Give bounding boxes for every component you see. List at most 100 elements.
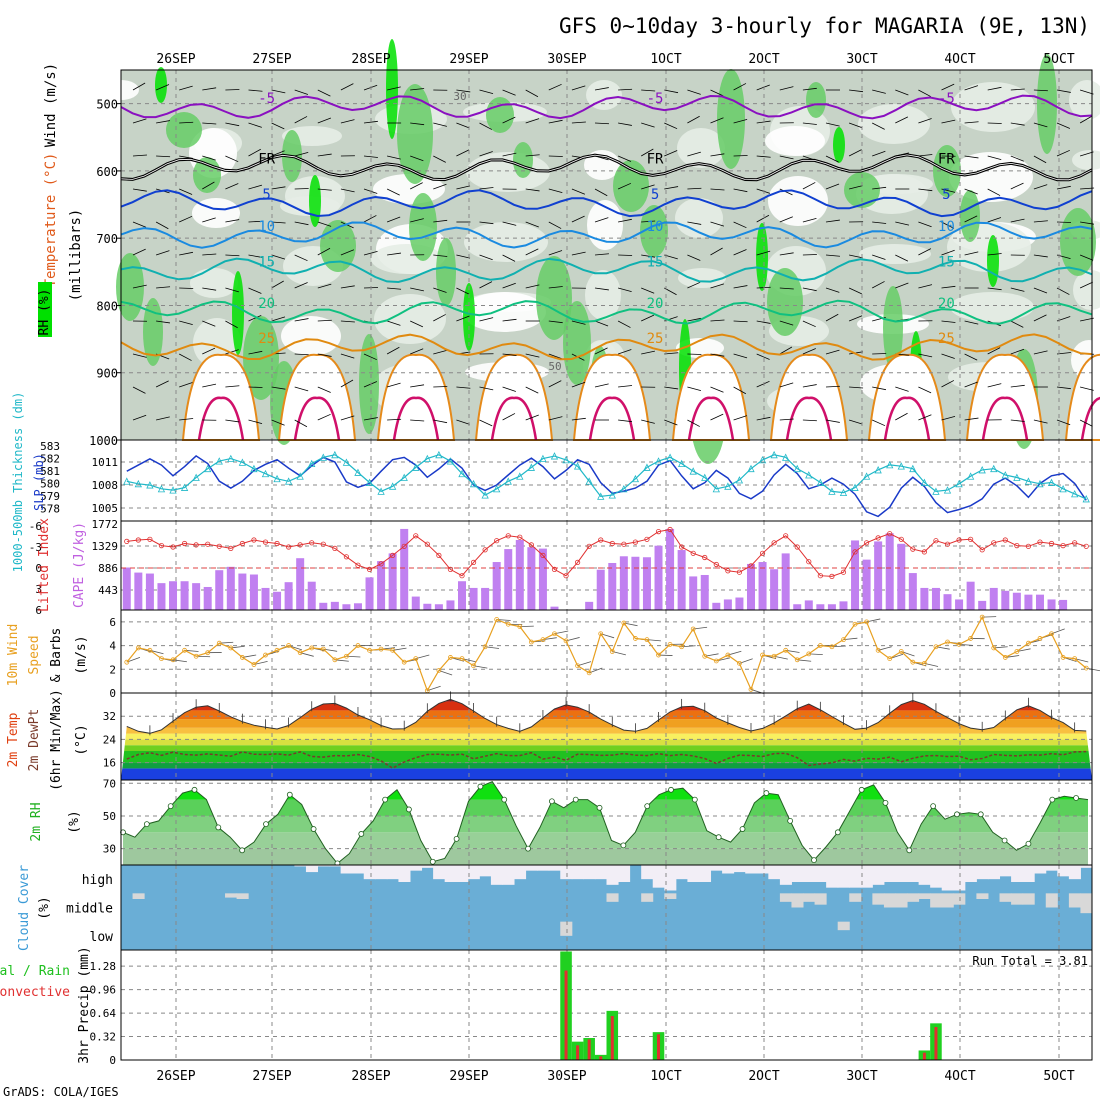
isotherm-label: 20 bbox=[647, 296, 664, 312]
cloud-cell-middle bbox=[606, 893, 619, 902]
wind-barb bbox=[225, 287, 239, 293]
wind-barb bbox=[248, 148, 261, 157]
bottom-day-label: 3OCT bbox=[846, 1069, 877, 1084]
precip-legend-convective: Convective bbox=[0, 985, 70, 1000]
wind-barb bbox=[710, 188, 725, 191]
temp-band bbox=[121, 745, 1092, 751]
cloud-cell-middle bbox=[953, 893, 966, 905]
cloud-cell-middle bbox=[641, 893, 654, 902]
wind-speed-point bbox=[771, 653, 777, 659]
wind-barb bbox=[548, 380, 562, 388]
cloud-cell-high bbox=[433, 865, 446, 880]
wind-barb bbox=[202, 287, 217, 291]
wind-barb bbox=[548, 320, 563, 324]
wind-barb bbox=[271, 89, 286, 94]
wind-barb bbox=[964, 381, 978, 388]
temp-band bbox=[121, 699, 1092, 702]
thickness-point bbox=[250, 464, 258, 473]
cloud-cell-high bbox=[860, 865, 873, 888]
thickness-tick-label: 580 bbox=[40, 478, 60, 491]
wind-barb bbox=[825, 349, 840, 355]
wind-barb bbox=[941, 249, 955, 256]
wind-barb bbox=[179, 215, 193, 223]
li-point bbox=[933, 538, 939, 544]
wind-barb bbox=[502, 116, 516, 124]
wind-barb bbox=[1056, 149, 1070, 157]
wind-barb bbox=[895, 254, 909, 262]
hot-contour bbox=[981, 396, 1029, 441]
wind-barb bbox=[456, 185, 471, 190]
rh-point bbox=[668, 786, 674, 793]
thickness-point bbox=[550, 452, 559, 460]
wind-barb bbox=[825, 287, 840, 293]
cape-bar bbox=[377, 561, 386, 610]
cape-bar bbox=[700, 574, 709, 610]
cape-bar bbox=[1024, 594, 1033, 610]
li-point bbox=[1014, 542, 1020, 549]
wind-barb bbox=[1079, 419, 1093, 427]
li-point bbox=[713, 561, 719, 568]
wind-barb bbox=[641, 148, 654, 157]
thickness-point bbox=[192, 473, 200, 481]
wind-barb bbox=[571, 251, 586, 256]
wind-speed-point bbox=[817, 643, 823, 648]
wind-barb bbox=[363, 353, 377, 361]
wind-barb bbox=[179, 382, 193, 388]
pressure-tick-label: 900 bbox=[96, 367, 118, 381]
wind-barb bbox=[687, 187, 702, 190]
rh-point bbox=[954, 811, 960, 818]
rh-low-contour bbox=[1073, 270, 1100, 310]
legend-rh: RH (%) bbox=[37, 289, 52, 336]
wind-barb bbox=[1010, 348, 1025, 355]
wind-barb bbox=[964, 251, 979, 256]
wind-barb bbox=[825, 122, 840, 127]
wind-speed-point bbox=[505, 621, 511, 627]
thickness-point bbox=[284, 477, 293, 485]
cloud-cell-high bbox=[305, 865, 319, 873]
wind-barb bbox=[410, 287, 424, 292]
wind-speed-point bbox=[632, 636, 638, 641]
wind-barb bbox=[386, 216, 401, 223]
wind-barb bbox=[918, 284, 933, 289]
panel-frame bbox=[120, 949, 1093, 1061]
cape-bar bbox=[134, 572, 143, 610]
li-point bbox=[309, 540, 315, 546]
li-point bbox=[887, 531, 893, 537]
wind-barb bbox=[410, 384, 425, 388]
wind-barb bbox=[594, 87, 609, 91]
precip-convective-bar bbox=[587, 1039, 591, 1060]
wind-barb bbox=[756, 120, 771, 124]
rh-point bbox=[477, 783, 484, 790]
wind-barb bbox=[225, 419, 240, 423]
wind-speed-point bbox=[378, 646, 384, 652]
wind-barb bbox=[664, 150, 678, 157]
wind-barb bbox=[202, 320, 216, 327]
isotherm-label: 20 bbox=[258, 296, 275, 312]
wind-barb bbox=[1033, 184, 1048, 190]
wind-speed-point bbox=[390, 647, 396, 653]
rh-point bbox=[215, 824, 222, 831]
rh-point bbox=[811, 857, 817, 863]
li-point bbox=[436, 552, 442, 559]
wind-barb bbox=[525, 353, 540, 358]
wind-barb bbox=[225, 385, 240, 388]
wind-barb bbox=[1033, 122, 1048, 128]
thickness-point bbox=[758, 455, 767, 464]
cape-bar bbox=[353, 603, 362, 610]
wind-speed-point bbox=[448, 655, 453, 660]
wind-barb bbox=[664, 186, 679, 190]
wind-barb bbox=[456, 254, 471, 259]
rh-contour-label: 50 bbox=[548, 360, 561, 373]
wind-barb bbox=[525, 188, 540, 192]
li-point bbox=[679, 544, 685, 550]
wind-barb bbox=[340, 249, 355, 256]
wind-barb bbox=[179, 418, 194, 421]
wind-barb bbox=[294, 151, 309, 157]
wind-barb bbox=[271, 254, 286, 260]
wind-barb bbox=[710, 221, 725, 227]
thickness-point bbox=[689, 467, 697, 475]
cape-bar bbox=[192, 583, 201, 610]
wind-barb bbox=[1079, 115, 1093, 124]
cloud-row-label: middle bbox=[66, 902, 113, 917]
thickness-point bbox=[862, 472, 871, 480]
